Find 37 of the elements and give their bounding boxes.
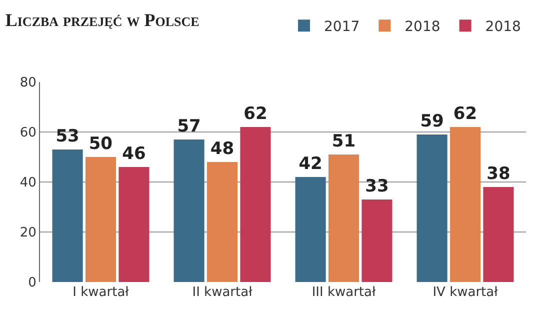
data-label: 33 <box>365 176 389 196</box>
data-label: 57 <box>177 116 201 136</box>
bar <box>416 134 448 282</box>
bar <box>362 200 392 282</box>
y-tick-label: 0 <box>28 276 36 291</box>
data-label: 62 <box>244 104 268 124</box>
data-label: 62 <box>453 104 478 124</box>
bar <box>85 157 116 282</box>
x-tick-label: I kwartał <box>72 285 130 300</box>
data-label: 42 <box>298 154 322 174</box>
data-label: 48 <box>210 139 234 159</box>
data-label: 46 <box>122 144 146 164</box>
bar <box>118 167 150 282</box>
y-tick-label: 20 <box>20 226 36 241</box>
bar <box>450 127 481 282</box>
legend-label: 2018 <box>485 19 521 36</box>
chart-title: Liczba przejęć w Polsce <box>5 10 200 30</box>
y-tick-label: 40 <box>20 176 36 191</box>
bar <box>174 140 204 282</box>
x-tick-label: IV kwartał <box>432 285 498 300</box>
x-tick-label: II kwartał <box>192 285 253 300</box>
bar <box>52 150 83 282</box>
legend-label: 2018 <box>404 19 440 36</box>
data-label: 53 <box>56 126 80 146</box>
y-tick-label: 80 <box>20 76 36 91</box>
y-tick-label: 60 <box>20 126 36 141</box>
bar <box>240 127 271 282</box>
bar <box>206 162 238 282</box>
data-label: 38 <box>486 164 510 184</box>
data-label: 50 <box>88 134 113 154</box>
data-label: 51 <box>332 132 356 152</box>
bar <box>328 154 360 282</box>
bar <box>483 187 514 282</box>
x-tick-label: III kwartał <box>312 285 376 300</box>
bar <box>295 177 326 282</box>
legend-label: 2017 <box>324 19 360 36</box>
data-label: 59 <box>420 112 444 132</box>
